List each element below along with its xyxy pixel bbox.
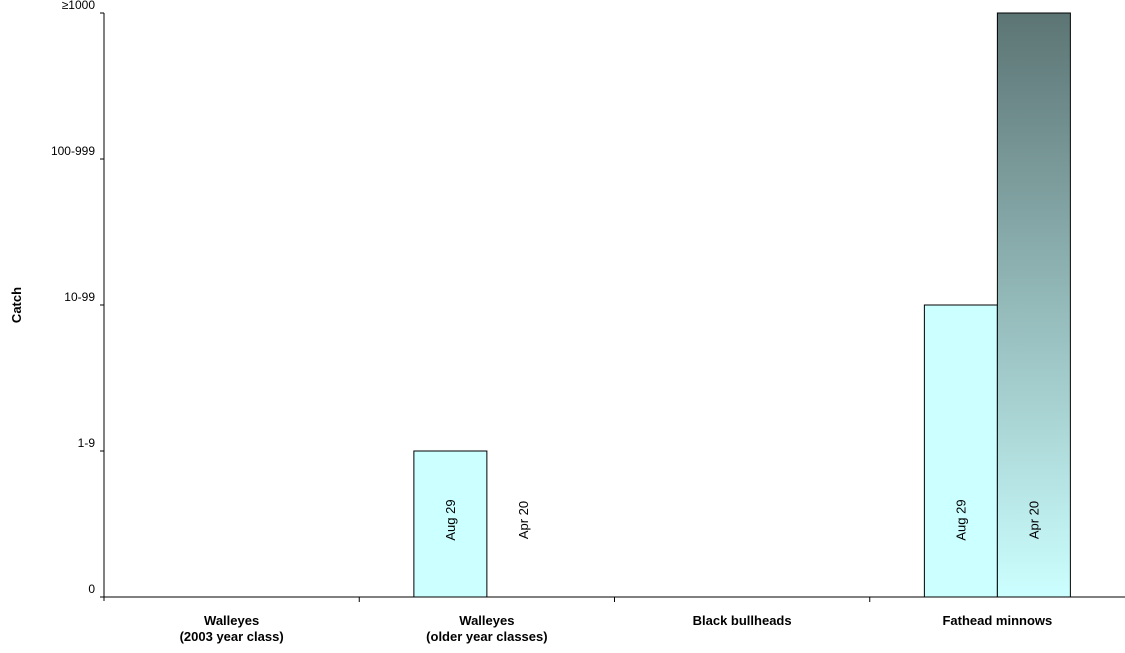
y-tick-label: 10-99 (64, 290, 95, 304)
bar-label: Apr 20 (1026, 501, 1041, 539)
x-category-label: (2003 year class) (180, 629, 284, 644)
x-category-label: Walleyes (459, 613, 514, 628)
x-category-label: Fathead minnows (942, 613, 1052, 628)
labels: Walleyes(2003 year class)Walleyes(older … (180, 499, 1053, 644)
bar-label: Aug 29 (443, 499, 458, 540)
y-tick-label: 1-9 (78, 436, 96, 450)
bar (996, 12, 1071, 598)
y-tick-label: ≥1000 (62, 0, 96, 12)
y-tick-label: 100-999 (51, 144, 95, 158)
x-category-label: Black bullheads (693, 613, 792, 628)
x-category-label: Walleyes (204, 613, 259, 628)
bars (413, 12, 1071, 598)
bar (923, 304, 998, 598)
x-category-label: (older year classes) (426, 629, 547, 644)
y-axis-title: Catch (9, 287, 24, 323)
bar-label: Apr 20 (516, 501, 531, 539)
axes: 0 1-9 10-99 100-999 ≥1000 Catch (9, 0, 1125, 602)
bar-label: Aug 29 (953, 499, 968, 540)
bar (413, 450, 488, 598)
y-tick-label: 0 (88, 582, 95, 596)
